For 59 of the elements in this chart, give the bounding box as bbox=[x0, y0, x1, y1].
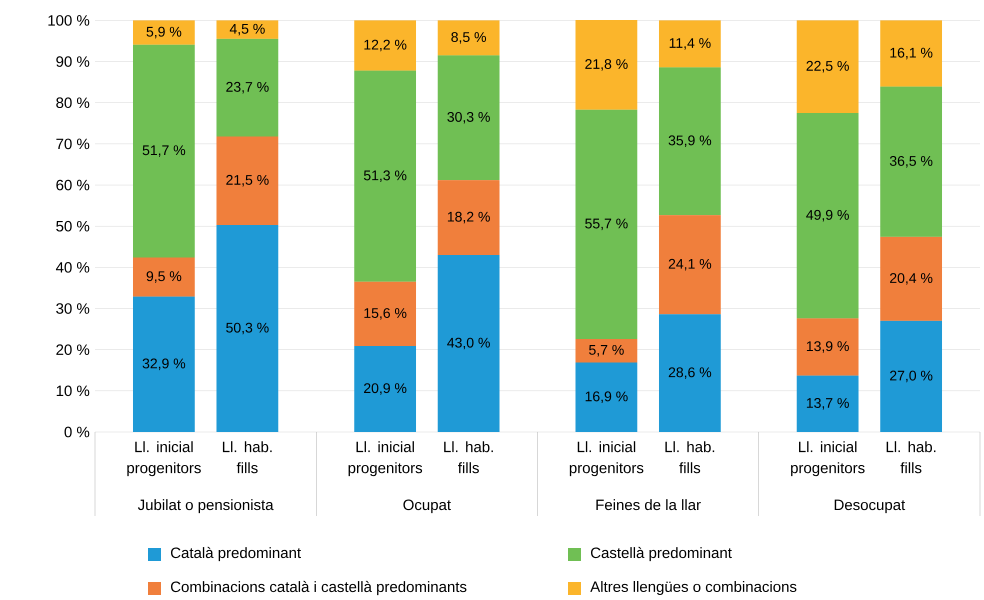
y-tick-label: 70 % bbox=[56, 138, 90, 150]
legend-label: Altres llengües o combinacions bbox=[590, 581, 796, 595]
text: Jubilat o pensionista bbox=[138, 499, 274, 514]
data-label: 8,5 % bbox=[451, 32, 486, 44]
data-label: 5,7 % bbox=[589, 344, 624, 356]
x-tick-label: Ll. hab. fills bbox=[222, 441, 272, 474]
data-label: 55,7 % bbox=[585, 218, 628, 230]
text: Ocupat bbox=[403, 500, 451, 514]
x-tick-label: Ll. hab. fills bbox=[665, 441, 714, 474]
data-label: 51,3 % bbox=[364, 170, 406, 182]
x-tick-label: Ll. hab. fills bbox=[886, 441, 936, 474]
y-tick-label: 20 % bbox=[56, 344, 90, 355]
data-label: 12,2 % bbox=[364, 40, 406, 52]
data-label: 36,5 % bbox=[890, 156, 932, 168]
data-label: 51,7 % bbox=[142, 145, 186, 157]
legend-label: Castellà predominant bbox=[590, 546, 732, 562]
data-label: 16,9 % bbox=[586, 391, 628, 403]
text: Desocupat bbox=[834, 500, 906, 514]
data-label: 21,8 % bbox=[585, 59, 628, 71]
data-label: 13,7 % bbox=[806, 398, 849, 410]
data-label: 30,3 % bbox=[447, 112, 490, 124]
y-tick-label: 50 % bbox=[56, 220, 90, 232]
data-label: 50,3 % bbox=[226, 322, 269, 334]
data-label: 13,9 % bbox=[806, 341, 849, 353]
y-tick-label: 40 % bbox=[56, 262, 90, 273]
y-tick-label: 10 % bbox=[56, 386, 90, 396]
y-tick-label: 100 % bbox=[48, 15, 90, 26]
data-label: 35,9 % bbox=[668, 135, 712, 147]
legend-label: Combinacions català i castellà predominants bbox=[170, 580, 466, 596]
data-label: 16,1 % bbox=[890, 48, 932, 60]
data-label: 43,0 % bbox=[447, 338, 490, 350]
x-tick-label: Ll. inicial progenitors bbox=[348, 441, 422, 476]
text: Feines de la llar bbox=[596, 499, 701, 510]
x-tick-label: Ll. inicial progenitors bbox=[570, 441, 644, 476]
y-tick-label: 0 % bbox=[64, 426, 90, 438]
data-label: 15,6 % bbox=[364, 308, 406, 320]
data-label: 20,9 % bbox=[364, 383, 406, 395]
data-label: 9,5 % bbox=[146, 271, 182, 283]
data-label: 23,7 % bbox=[226, 82, 269, 94]
x-tick-label: Ll. inicial progenitors bbox=[127, 441, 201, 476]
data-label: 20,4 % bbox=[890, 273, 932, 285]
x-tick-label: Ll. inicial progenitors bbox=[791, 441, 865, 476]
data-label: 21,5 % bbox=[226, 174, 269, 186]
data-label: 49,9 % bbox=[806, 210, 849, 222]
y-tick-label: 30 % bbox=[56, 303, 90, 314]
data-label: 24,1 % bbox=[668, 258, 712, 270]
data-label: 18,2 % bbox=[448, 212, 490, 224]
data-label: 28,6 % bbox=[668, 367, 712, 379]
y-tick-label: 90 % bbox=[56, 56, 90, 67]
legend-label: Català predominant bbox=[170, 546, 301, 562]
data-label: 22,5 % bbox=[806, 60, 849, 72]
data-label: 4,5 % bbox=[230, 24, 265, 36]
y-tick-label: 80 % bbox=[56, 97, 90, 108]
data-label: 11,4 % bbox=[670, 38, 711, 50]
y-tick-label: 60 % bbox=[56, 180, 90, 190]
data-label: 5,9 % bbox=[146, 26, 182, 38]
x-tick-label: Ll. hab. fills bbox=[444, 441, 493, 474]
data-label: 32,9 % bbox=[142, 358, 186, 370]
data-label: 27,0 % bbox=[890, 370, 932, 382]
